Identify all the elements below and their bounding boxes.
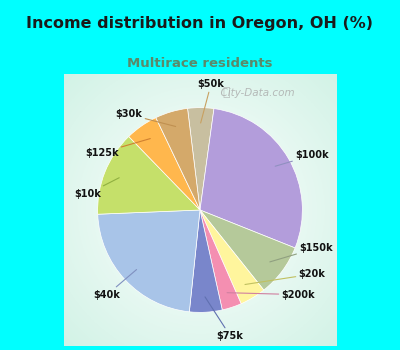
Wedge shape — [200, 210, 295, 290]
Text: $50k: $50k — [198, 79, 224, 123]
Text: City-Data.com: City-Data.com — [214, 88, 295, 98]
Text: $40k: $40k — [94, 270, 136, 300]
Text: $10k: $10k — [75, 178, 119, 198]
Text: $150k: $150k — [270, 243, 333, 262]
Wedge shape — [200, 108, 302, 248]
Text: $125k: $125k — [85, 139, 150, 158]
Text: $20k: $20k — [245, 269, 325, 285]
Wedge shape — [200, 210, 264, 304]
Wedge shape — [200, 210, 241, 310]
Text: ⦿: ⦿ — [222, 86, 230, 99]
Text: Income distribution in Oregon, OH (%): Income distribution in Oregon, OH (%) — [26, 16, 374, 30]
Wedge shape — [189, 210, 222, 312]
Wedge shape — [98, 136, 200, 214]
Text: Multirace residents: Multirace residents — [127, 57, 273, 70]
Wedge shape — [129, 118, 200, 210]
Text: $75k: $75k — [205, 297, 244, 341]
Wedge shape — [156, 108, 200, 210]
Text: $30k: $30k — [116, 110, 176, 126]
Wedge shape — [188, 108, 214, 210]
Text: $200k: $200k — [227, 290, 315, 300]
Wedge shape — [98, 210, 200, 312]
Text: $100k: $100k — [275, 150, 329, 166]
